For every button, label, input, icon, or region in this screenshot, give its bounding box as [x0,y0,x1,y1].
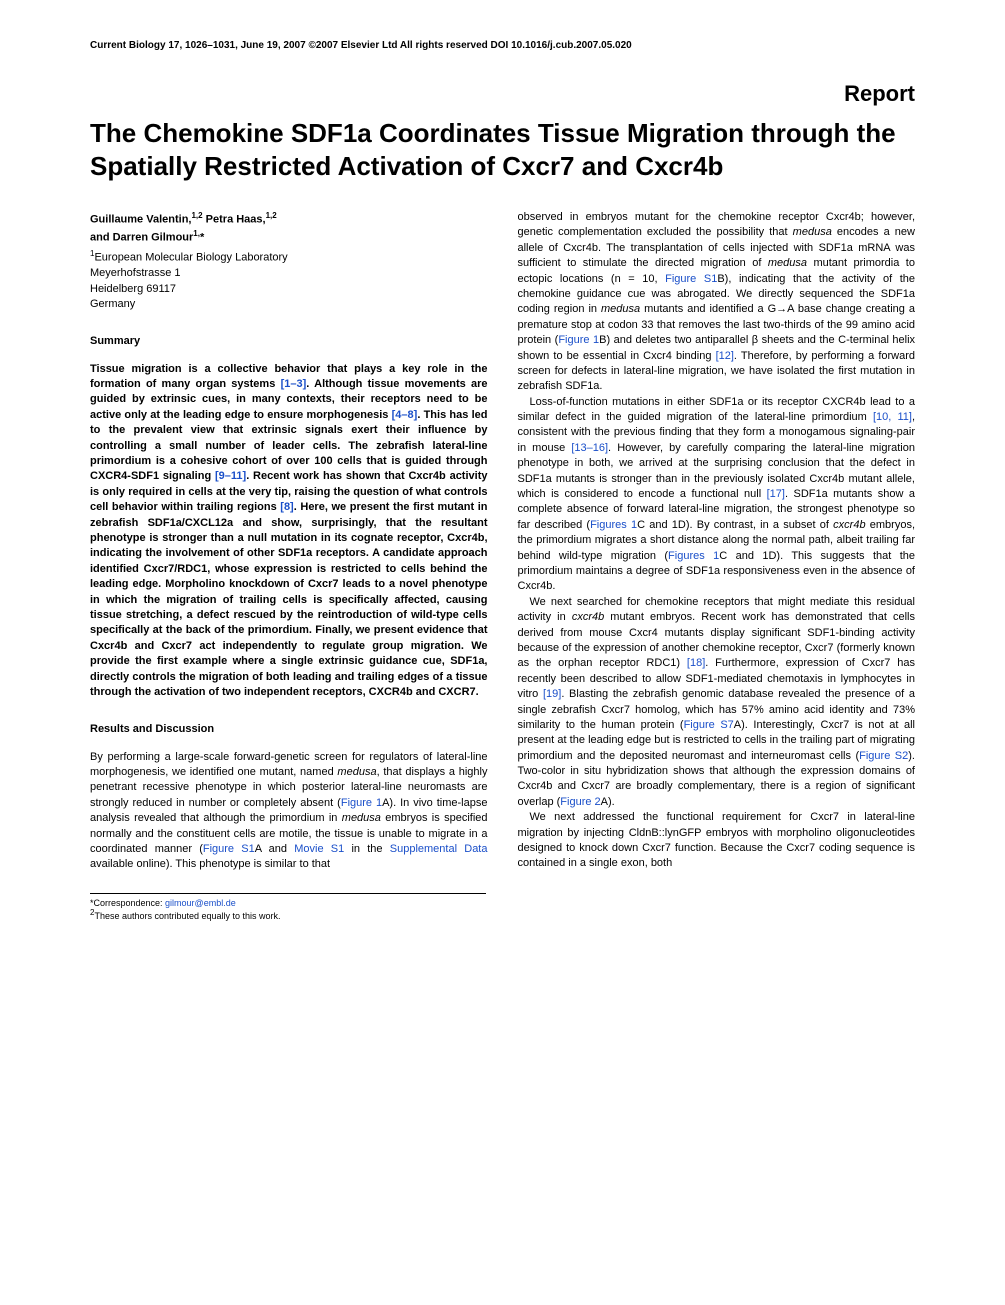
figure-link[interactable]: Figure S1 [203,843,255,855]
journal-header: Current Biology 17, 1026–1031, June 19, … [90,40,915,51]
citation-link[interactable]: [12] [716,350,734,362]
author-sup: 1, [193,229,200,238]
footnote-block: *Correspondence: gilmour@embl.de 2These … [90,893,486,921]
affiliation-block: 1European Molecular Biology Laboratory M… [90,248,488,312]
affiliation-line: Germany [90,298,135,310]
affiliation-line: Meyerhofstrasse 1 [90,267,180,279]
body-text: available online). This phenotype is sim… [90,858,330,870]
citation-link[interactable]: [1–3] [281,378,307,390]
body-text: in the [344,843,390,855]
body-text: Loss-of-function mutations in either SDF… [518,396,916,423]
citation-link[interactable]: [4–8] [392,409,418,421]
figure-link[interactable]: Figure S7 [684,719,734,731]
report-label: Report [90,81,915,107]
email-link[interactable]: gilmour@embl.de [165,898,236,908]
summary-text: . Here, we present the first mutant in z… [90,501,488,698]
author-name: Petra Haas, [203,214,266,226]
citation-link[interactable]: [10, 11] [873,411,912,423]
citation-link[interactable]: [18] [687,657,705,669]
italic-term: cxcr4b [833,519,865,531]
movie-link[interactable]: Movie S1 [294,843,344,855]
italic-term: medusa [601,303,640,315]
italic-term: medusa [793,226,832,238]
figure-link[interactable]: Figure S1 [665,273,717,285]
author-name: Guillaume Valentin, [90,214,191,226]
affiliation-line: Heidelberg 69117 [90,283,176,295]
summary-heading: Summary [90,334,488,349]
author-sup: 1,2 [266,211,277,220]
author-name: and Darren Gilmour [90,232,193,244]
author-list: Guillaume Valentin,1,2 Petra Haas,1,2 an… [90,210,488,246]
footnote-text: These authors contributed equally to thi… [94,911,280,921]
body-text: C and 1D). By contrast, in a subset of [637,519,833,531]
body-paragraph: Loss-of-function mutations in either SDF… [518,395,916,595]
results-heading: Results and Discussion [90,722,488,737]
summary-paragraph: Tissue migration is a collective behavio… [90,362,488,701]
supplemental-link[interactable]: Supplemental Data [390,843,488,855]
author-sup: 1,2 [191,211,202,220]
body-paragraph: We next searched for chemokine receptors… [518,595,916,810]
citation-link[interactable]: [13–16] [571,442,608,454]
citation-link[interactable]: [19] [543,688,561,700]
article-title: The Chemokine SDF1a Coordinates Tissue M… [90,117,915,182]
figure-link[interactable]: Figures 1 [590,519,637,531]
italic-term: cxcr4b [572,611,604,623]
body-text: We next addressed the functional require… [518,811,916,869]
citation-link[interactable]: [8] [280,501,293,513]
body-paragraph: observed in embryos mutant for the chemo… [518,210,916,395]
body-text: A and [255,843,295,855]
italic-term: medusa [768,257,807,269]
right-column: observed in embryos mutant for the chemo… [518,210,916,873]
figure-link[interactable]: Figure 1 [341,797,382,809]
left-column: Guillaume Valentin,1,2 Petra Haas,1,2 an… [90,210,488,873]
citation-link[interactable]: [9–11] [215,470,246,482]
body-paragraph: By performing a large-scale forward-gene… [90,750,488,873]
figure-link[interactable]: Figures 1 [668,550,719,562]
correspondence-label: *Correspondence: [90,898,165,908]
body-paragraph: We next addressed the functional require… [518,810,916,872]
corresponding-star: * [200,232,204,244]
figure-link[interactable]: Figure 1 [558,334,599,346]
italic-term: medusa [337,766,376,778]
figure-link[interactable]: Figure 2 [560,796,600,808]
affiliation-line: European Molecular Biology Laboratory [94,252,287,264]
italic-term: medusa [342,812,381,824]
body-text: A). [601,796,615,808]
citation-link[interactable]: [17] [767,488,785,500]
two-column-layout: Guillaume Valentin,1,2 Petra Haas,1,2 an… [90,210,915,873]
figure-link[interactable]: Figure S2 [859,750,908,762]
